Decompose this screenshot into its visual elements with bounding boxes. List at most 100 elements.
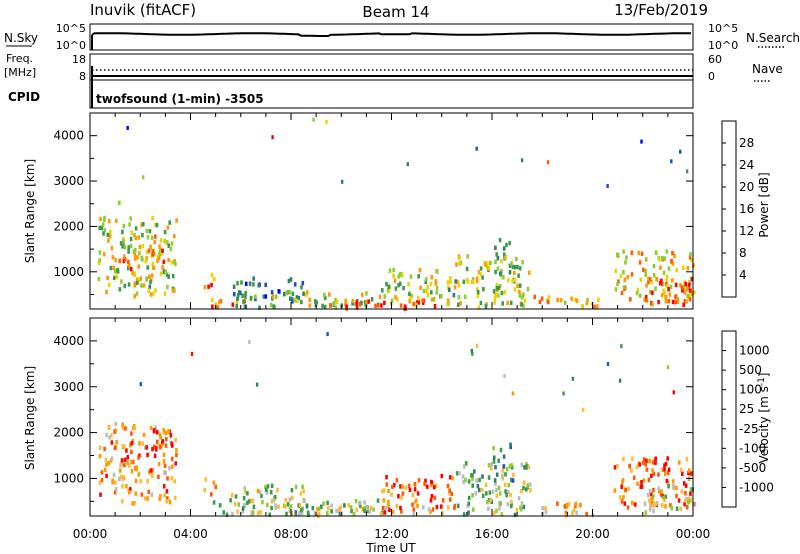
velocity-colorbar-tick-label: -500	[739, 461, 766, 475]
power-cell	[489, 260, 492, 266]
power-colorbar-tick-label: 8	[739, 246, 747, 260]
velocity-cell	[473, 469, 476, 474]
power-cell	[662, 270, 666, 275]
velocity-colorbar-tick-label: 100	[739, 383, 762, 397]
power-cell	[639, 277, 643, 282]
velocity-cell	[513, 512, 517, 518]
power-cell	[152, 265, 155, 270]
power-cell	[409, 296, 412, 301]
power-cell	[457, 295, 461, 300]
velocity-cell	[316, 507, 319, 512]
power-cell	[660, 278, 663, 283]
power-cell	[127, 249, 130, 254]
power-cell	[272, 304, 276, 309]
velocity-cell	[511, 478, 515, 483]
power-cell	[121, 244, 124, 249]
power-cell	[126, 125, 129, 130]
power-cell	[334, 305, 338, 310]
velocity-cell	[495, 472, 499, 477]
velocity-cell	[276, 488, 279, 493]
velocity-cell	[355, 507, 359, 513]
velocity-cell	[412, 512, 415, 517]
velocity-cell	[501, 473, 504, 479]
power-cell	[133, 281, 137, 286]
velocity-cell	[272, 498, 275, 503]
velocity-cell	[613, 465, 617, 470]
power-cell	[693, 290, 696, 295]
power-cell	[236, 293, 240, 298]
x-tick-label: 16:00	[475, 527, 510, 541]
velocity-cell	[435, 504, 439, 510]
velocity-cell	[495, 493, 499, 498]
power-cell	[520, 302, 523, 307]
power-cell	[388, 268, 392, 273]
velocity-cell	[133, 426, 136, 431]
power-cell	[153, 239, 156, 245]
velocity-cell	[522, 480, 526, 485]
power-cell	[606, 184, 609, 188]
velocity-cell	[151, 468, 154, 473]
velocity-cell	[556, 501, 559, 506]
power-cell	[295, 298, 299, 304]
power-cell	[570, 296, 573, 301]
velocity-cell	[651, 496, 654, 501]
velocity-cell	[140, 492, 144, 497]
power-cell	[456, 302, 460, 307]
freq-label-top: Freq.	[6, 52, 33, 65]
velocity-cell	[458, 471, 461, 476]
velocity-cell	[265, 490, 269, 495]
velocity-cell	[470, 348, 473, 353]
velocity-cell	[662, 495, 665, 500]
velocity-cell	[125, 448, 128, 453]
velocity-cell	[624, 487, 627, 493]
power-cell	[516, 283, 519, 288]
power-cell	[287, 278, 291, 284]
velocity-cell	[330, 503, 333, 508]
velocity-cell	[165, 437, 168, 442]
velocity-cell	[111, 480, 114, 485]
power-cell	[123, 245, 127, 250]
power-cell	[323, 295, 327, 301]
velocity-cell	[135, 467, 138, 472]
power-cell	[156, 258, 159, 264]
velocity-cell	[105, 473, 108, 479]
power-cell	[666, 283, 669, 289]
velocity-cell	[330, 509, 333, 514]
velocity-cell	[203, 487, 206, 493]
freq-panel: Freq. [MHz] 18 8 60 0 Nave	[4, 52, 783, 83]
power-cell	[163, 238, 167, 244]
velocity-ytick-label: 1000	[53, 471, 84, 485]
power-cell	[414, 302, 418, 307]
velocity-cell	[174, 437, 177, 443]
power-cell	[102, 231, 105, 236]
power-cell	[146, 265, 149, 270]
power-cell	[136, 255, 139, 260]
velocity-cell	[159, 494, 162, 499]
power-cell	[314, 299, 317, 304]
velocity-cell	[126, 460, 129, 465]
velocity-ytick-label: 2000	[53, 426, 84, 440]
power-cell	[390, 298, 394, 303]
power-cell	[383, 294, 387, 299]
power-cell	[392, 267, 395, 273]
velocity-cell	[413, 481, 417, 487]
power-cell	[596, 304, 599, 309]
power-cell	[654, 286, 657, 291]
velocity-cell	[462, 512, 466, 517]
power-cell	[688, 255, 692, 260]
power-cell	[679, 149, 682, 154]
power-cell	[520, 295, 524, 300]
power-cell	[501, 301, 504, 306]
power-cell	[452, 293, 456, 298]
power-cell	[665, 249, 669, 254]
velocity-cell	[453, 505, 456, 510]
power-cell	[647, 276, 650, 281]
power-colorbar-tick-label: 20	[739, 180, 754, 194]
velocity-cell	[411, 502, 414, 507]
power-cell	[508, 263, 512, 268]
velocity-cell	[290, 510, 293, 516]
velocity-cell	[388, 507, 391, 513]
power-cell	[665, 274, 669, 280]
power-cell	[288, 290, 292, 295]
velocity-cell	[273, 495, 277, 500]
